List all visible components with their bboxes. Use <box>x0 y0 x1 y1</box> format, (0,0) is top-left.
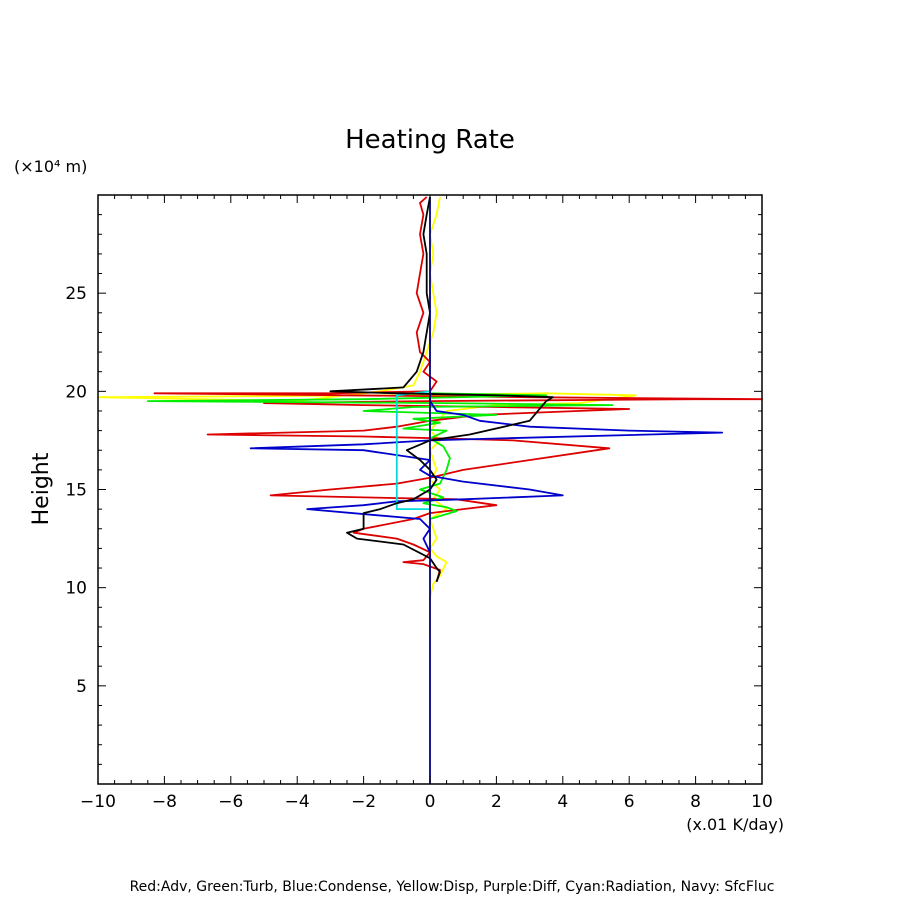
y-tick-label: 15 <box>65 481 87 501</box>
x-tick-label: 10 <box>751 792 773 812</box>
y-tick-label: 10 <box>65 579 87 599</box>
x-tick-label: 4 <box>557 792 568 812</box>
y-unit-label: (×10⁴ m) <box>14 157 87 176</box>
y-axis-label: Height <box>29 452 54 525</box>
x-unit-label: (x.01 K/day) <box>686 815 784 834</box>
x-tick-label: 0 <box>425 792 436 812</box>
ticks-layer: −10 −8 −6 −4 −2 0 2 4 6 8 10 5 10 15 20 25 <box>65 194 773 812</box>
plot-frame <box>97 194 763 785</box>
series-line-total <box>329 196 554 583</box>
legend-text: Red:Adv, Green:Turb, Blue:Condense, Yell… <box>130 879 775 895</box>
x-tick-label: −6 <box>218 792 243 812</box>
x-tick-label: 6 <box>624 792 635 812</box>
series-layer <box>97 196 763 784</box>
x-tick-label: −10 <box>80 792 116 812</box>
series-line-adv <box>153 196 763 583</box>
x-tick-label: −2 <box>351 792 376 812</box>
y-tick-label: 5 <box>76 677 87 697</box>
chart-title: Heating Rate <box>345 125 515 155</box>
y-tick-label: 20 <box>65 382 87 402</box>
x-tick-label: 8 <box>690 792 701 812</box>
y-tick-label: 25 <box>65 284 87 304</box>
series-line-disp <box>97 196 637 637</box>
x-tick-label: −8 <box>152 792 177 812</box>
x-tick-label: 2 <box>491 792 502 812</box>
x-tick-label: −4 <box>285 792 310 812</box>
